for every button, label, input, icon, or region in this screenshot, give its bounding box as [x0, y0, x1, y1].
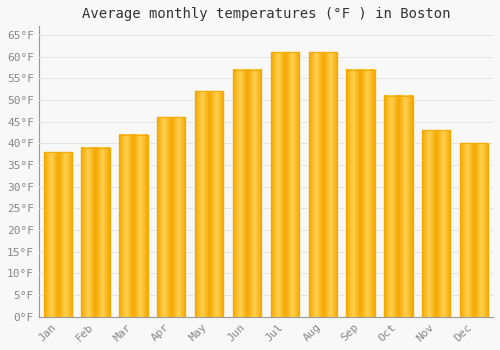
Bar	[308, 52, 337, 317]
Bar	[233, 70, 261, 317]
Bar	[195, 91, 224, 317]
Bar	[44, 152, 72, 317]
Title: Average monthly temperatures (°F ) in Boston: Average monthly temperatures (°F ) in Bo…	[82, 7, 450, 21]
Bar	[270, 52, 299, 317]
Bar	[308, 52, 337, 317]
Bar	[233, 70, 261, 317]
Bar	[119, 135, 148, 317]
Bar	[422, 130, 450, 317]
Bar	[82, 148, 110, 317]
Bar	[270, 52, 299, 317]
Bar	[422, 130, 450, 317]
Bar	[460, 144, 488, 317]
Bar	[82, 148, 110, 317]
Bar	[346, 70, 375, 317]
Bar	[384, 96, 412, 317]
Bar	[119, 135, 148, 317]
Bar	[460, 144, 488, 317]
Bar	[44, 152, 72, 317]
Bar	[195, 91, 224, 317]
Bar	[157, 117, 186, 317]
Bar	[346, 70, 375, 317]
Bar	[384, 96, 412, 317]
Bar	[157, 117, 186, 317]
